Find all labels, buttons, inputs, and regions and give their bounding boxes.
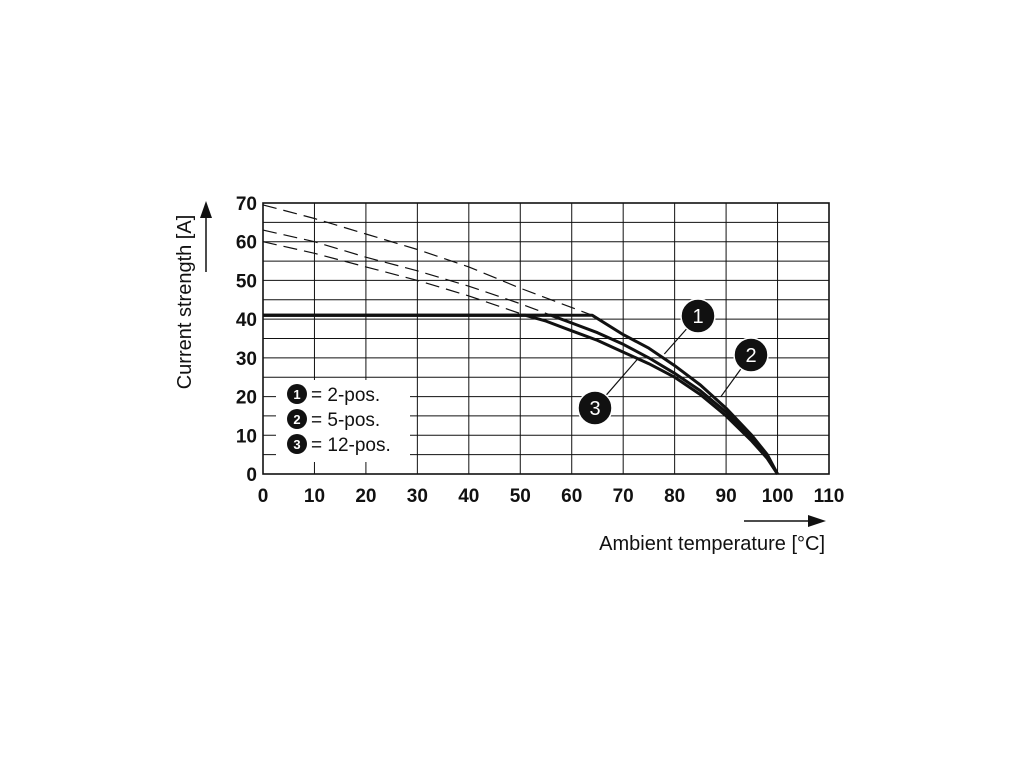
curves	[262, 204, 779, 475]
x-axis-arrow-head	[808, 515, 826, 527]
x-tick-labels: 0 10 20 30 40 50 60 70 80 90 100 110	[258, 486, 845, 507]
x-tick-label: 40	[458, 486, 479, 507]
legend-label: = 5-pos.	[311, 410, 380, 431]
derating-line-1	[262, 204, 593, 316]
callout-number: 3	[589, 398, 600, 420]
current-curve-1	[263, 313, 779, 475]
legend-marker-2	[287, 409, 307, 429]
y-axis-arrow-head	[200, 201, 212, 218]
x-tick-label: 20	[355, 486, 376, 507]
x-tick-label: 100	[762, 486, 794, 507]
legend-marker-number: 1	[293, 387, 300, 402]
legend-label: = 12-pos.	[311, 435, 391, 456]
derating-line-3	[262, 241, 526, 316]
x-tick-label: 110	[814, 486, 845, 507]
callouts: 1 2 3	[577, 298, 769, 426]
legend-marker-number: 3	[293, 437, 300, 452]
x-tick-label: 90	[716, 486, 737, 507]
x-tick-label: 50	[510, 486, 531, 507]
derating-line-2	[262, 229, 552, 316]
current-curve-3	[263, 313, 779, 475]
x-tick-label: 70	[613, 486, 634, 507]
x-axis-label: Ambient temperature [°C]	[599, 533, 825, 555]
y-tick-label: 50	[236, 271, 257, 292]
legend-marker-1	[287, 384, 307, 404]
y-tick-label: 10	[236, 426, 257, 447]
callout-number: 2	[745, 345, 756, 367]
x-tick-label: 30	[407, 486, 428, 507]
legend-marker-3	[287, 434, 307, 454]
y-axis-label-group: Current strength [A]	[174, 201, 212, 389]
callout-leader-1	[663, 328, 688, 355]
y-tick-label: 60	[236, 233, 257, 254]
legend-label: = 2-pos.	[311, 385, 380, 406]
callout-number: 1	[692, 306, 703, 328]
y-tick-labels: 0 10 20 30 40 50 60 70	[236, 194, 257, 486]
x-tick-label: 60	[561, 486, 582, 507]
y-tick-label: 40	[236, 310, 257, 331]
x-tick-label: 0	[258, 486, 269, 507]
callout-badge-2	[733, 337, 769, 373]
x-tick-label: 10	[304, 486, 325, 507]
y-tick-label: 70	[236, 194, 257, 215]
callout-badge-3	[577, 390, 613, 426]
legend-marker-number: 2	[293, 412, 300, 427]
callout-leader-2	[720, 368, 742, 397]
callout-leader-3	[605, 357, 640, 396]
x-axis-label-group: Ambient temperature [°C]	[599, 515, 826, 555]
y-tick-label: 0	[246, 465, 257, 486]
callout-badge-1	[680, 298, 716, 334]
y-axis-label: Current strength [A]	[174, 215, 196, 390]
x-tick-label: 80	[664, 486, 685, 507]
y-tick-label: 20	[236, 388, 257, 409]
y-tick-label: 30	[236, 349, 257, 370]
legend: 1 = 2-pos. 2 = 5-pos. 3 = 12-pos.	[276, 380, 410, 462]
